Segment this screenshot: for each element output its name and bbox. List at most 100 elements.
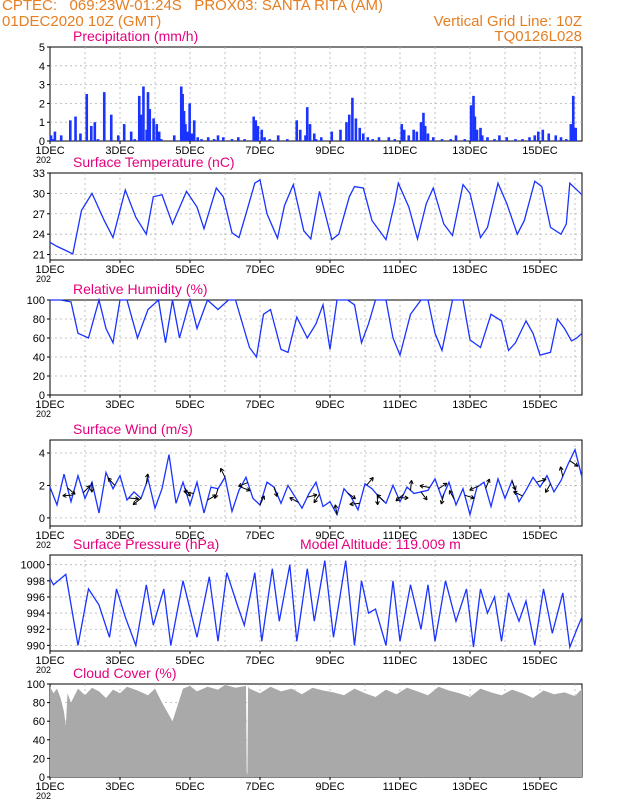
wind-vector-head xyxy=(575,462,579,467)
precip-bar xyxy=(479,127,482,141)
wind-vector xyxy=(82,485,91,494)
panel-title: Precipitation (mm/h) xyxy=(73,28,198,44)
panel-annotation: Model Altitude: 119.009 m xyxy=(300,536,461,552)
y-tick-label: 100 xyxy=(27,679,45,691)
precip-bar xyxy=(122,124,126,141)
wind-vector-shaft xyxy=(289,497,299,503)
precip-bar xyxy=(59,135,63,141)
precip-bar xyxy=(312,133,316,141)
x-tick-label: 9DEC xyxy=(315,781,344,793)
wind-vector-head xyxy=(88,485,91,490)
x-tick-label: 13DEC xyxy=(452,781,488,793)
x-tick-label: 9DEC xyxy=(315,145,344,157)
wind-vector xyxy=(89,482,95,493)
precip-bar xyxy=(305,107,309,141)
precip-bar xyxy=(541,129,545,141)
panel-title: Surface Pressure (hPa) xyxy=(73,536,219,552)
precip-bar xyxy=(547,133,551,141)
wind-vector-shaft xyxy=(347,492,356,500)
x-tick-label: 7DEC xyxy=(245,781,274,793)
y-tick-label: 21 xyxy=(33,250,45,262)
series-line xyxy=(49,560,583,650)
wind-vector-shaft xyxy=(569,460,579,467)
wind-vector-head xyxy=(395,496,398,502)
precip-bar xyxy=(514,139,517,141)
precip-bar xyxy=(256,125,260,141)
x-tick-label: 7DEC xyxy=(245,530,274,542)
x-tick-label: 5DEC xyxy=(175,399,204,411)
wind-vector-shaft xyxy=(376,494,385,503)
cloud-cover-area xyxy=(50,684,582,777)
wind-vector xyxy=(395,493,404,502)
y-tick-label: 2 xyxy=(39,480,45,492)
precip-bar xyxy=(102,92,106,141)
wind-vector-shaft xyxy=(128,497,139,500)
y-tick-label: 3 xyxy=(39,80,45,92)
wind-vector xyxy=(349,501,360,507)
y-tick-label: 27 xyxy=(33,209,45,221)
x-tick-label: 7DEC xyxy=(245,655,274,667)
panel-4: 990 992 994 996 998 1000 1DEC 3DEC 5DEC 7DEC 9DEC 1… xyxy=(21,536,583,675)
wind-vector-shaft xyxy=(395,493,404,502)
x-year-label: 202 xyxy=(36,540,51,550)
wind-vector-shaft xyxy=(366,477,374,486)
x-tick-label: 15DEC xyxy=(522,655,558,667)
wind-vector xyxy=(307,493,318,498)
x-tick-label: 13DEC xyxy=(452,145,488,157)
wind-vector-head xyxy=(147,473,150,478)
precip-bar xyxy=(184,124,187,141)
wind-vector-shaft xyxy=(334,504,338,515)
wind-vector-head xyxy=(312,493,318,496)
y-tick-label: 24 xyxy=(33,229,45,241)
precip-bar xyxy=(230,139,234,141)
precip-bar xyxy=(276,135,280,141)
precip-bar xyxy=(69,120,72,141)
precip-bar xyxy=(493,139,496,141)
wind-vector xyxy=(439,494,445,505)
wind-vector xyxy=(347,492,356,500)
precip-bar xyxy=(366,137,370,141)
precip-bar xyxy=(415,131,419,141)
x-tick-label: 9DEC xyxy=(315,655,344,667)
series-line xyxy=(49,447,583,518)
x-tick-label: 11DEC xyxy=(383,781,418,793)
precip-bar xyxy=(345,122,348,141)
wind-vector-head xyxy=(134,498,139,501)
precip-bar xyxy=(486,137,489,141)
wind-vector-head xyxy=(213,494,216,499)
x-tick-label: 7DEC xyxy=(245,399,274,411)
precip-bar xyxy=(339,129,342,141)
wind-vector-shaft xyxy=(240,486,251,492)
precip-bar xyxy=(407,135,411,141)
precip-bar xyxy=(148,109,152,141)
y-tick-label: 0 xyxy=(39,772,45,784)
precip-bar xyxy=(152,118,155,141)
wind-vector-head xyxy=(313,494,318,498)
wind-vector-head xyxy=(183,490,188,495)
precip-bar xyxy=(402,129,406,141)
precip-bar xyxy=(472,95,475,141)
precip-bar xyxy=(351,97,354,141)
wind-vector xyxy=(62,493,73,498)
wind-vector xyxy=(513,490,523,497)
x-tick-label: 15DEC xyxy=(522,781,558,793)
wind-vector xyxy=(313,494,320,504)
precip-bar xyxy=(74,116,77,141)
wind-vector-shaft xyxy=(419,485,430,488)
wind-vector-shaft xyxy=(410,480,413,491)
wind-vector xyxy=(419,483,430,489)
x-tick-label: 9DEC xyxy=(315,530,344,542)
precip-bar xyxy=(419,122,423,141)
wind-vector-shaft xyxy=(145,473,149,484)
wind-vector-head xyxy=(369,477,374,480)
precip-bar xyxy=(295,120,299,141)
wind-vector-head xyxy=(471,495,475,499)
wind-vector xyxy=(289,497,299,503)
y-tick-label: 100 xyxy=(27,295,45,307)
wind-vector-head xyxy=(73,490,76,495)
precip-bar xyxy=(569,124,573,141)
wind-vector xyxy=(485,478,491,489)
header-line1: CPTEC: 069:23W-01:24S PROX03: SANTA RITA… xyxy=(2,0,383,14)
panel-frame xyxy=(49,554,583,652)
precip-bar xyxy=(252,116,255,141)
